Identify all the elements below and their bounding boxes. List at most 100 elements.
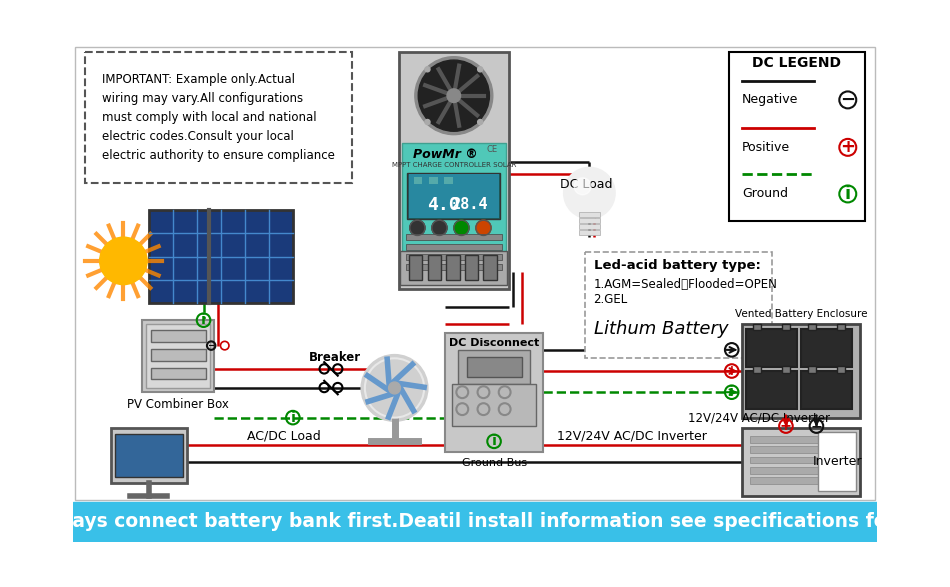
Circle shape [478, 120, 483, 124]
Circle shape [389, 382, 401, 394]
Circle shape [425, 120, 430, 124]
Text: AC/DC Load: AC/DC Load [248, 430, 321, 443]
Bar [406, 234, 503, 239]
Bar [150, 349, 205, 361]
Text: i: i [845, 185, 851, 203]
Bar [580, 218, 599, 222]
Bar [580, 230, 599, 235]
Text: Positive: Positive [742, 141, 790, 154]
Bar [115, 434, 182, 477]
Bar [837, 323, 846, 330]
Circle shape [447, 89, 461, 103]
Text: Lithum Battery: Lithum Battery [594, 320, 728, 338]
Bar [406, 254, 503, 260]
Bar [484, 255, 497, 281]
Text: Ground Bus: Ground Bus [462, 457, 526, 467]
Circle shape [454, 220, 469, 235]
Circle shape [564, 168, 615, 218]
Circle shape [425, 67, 430, 72]
Circle shape [418, 60, 489, 131]
Bar [429, 177, 438, 184]
Bar [837, 366, 846, 373]
Text: MPPT CHARGE CONTROLLER SOLAR: MPPT CHARGE CONTROLLER SOLAR [391, 162, 516, 168]
Circle shape [415, 57, 493, 134]
Text: Always connect battery bank first.Deatil install information see specifications : Always connect battery bank first.Deatil… [34, 512, 916, 531]
Text: i: i [491, 434, 497, 448]
Bar [753, 323, 761, 330]
Bar [801, 329, 852, 367]
Bar [402, 143, 505, 281]
Text: +: + [780, 419, 792, 433]
Text: DC Disconnect: DC Disconnect [449, 338, 540, 348]
Text: +: + [841, 139, 855, 156]
Text: −: − [207, 341, 215, 350]
Bar [408, 173, 501, 220]
Circle shape [361, 355, 428, 421]
Bar [146, 325, 210, 388]
Bar [746, 329, 797, 367]
Bar [742, 325, 861, 417]
Bar [580, 224, 599, 229]
Bar [808, 323, 816, 330]
Circle shape [432, 220, 447, 235]
Bar [808, 366, 816, 373]
Bar [111, 428, 187, 483]
Bar [149, 210, 293, 303]
Bar [406, 264, 503, 270]
Text: Negative: Negative [742, 93, 798, 106]
Bar [750, 436, 823, 443]
Text: IMPORTANT: Example only.Actual
wiring may vary.All configurations
must comply wi: IMPORTANT: Example only.Actual wiring ma… [103, 73, 335, 162]
Bar [72, 502, 878, 542]
Bar [730, 52, 864, 221]
Circle shape [574, 178, 591, 195]
Text: 2.GEL: 2.GEL [594, 292, 628, 305]
Bar [445, 177, 453, 184]
Text: −: − [810, 419, 823, 433]
Bar [465, 255, 479, 281]
Text: Inverter: Inverter [813, 455, 863, 468]
Text: −: − [840, 91, 855, 109]
Bar [406, 244, 503, 250]
Bar [428, 255, 441, 281]
Bar [753, 366, 761, 373]
Bar [750, 477, 823, 484]
Text: Vented Battery Enclosure: Vented Battery Enclosure [735, 309, 867, 319]
Bar [142, 320, 214, 392]
Text: i: i [730, 385, 734, 399]
Text: i: i [201, 313, 206, 327]
Bar [818, 432, 856, 491]
Bar [801, 371, 852, 409]
Bar [150, 330, 205, 342]
Text: 12V/24V AC/DC Inverter: 12V/24V AC/DC Inverter [557, 430, 707, 443]
Bar [408, 255, 423, 281]
Bar [742, 428, 861, 495]
Text: 4.0: 4.0 [428, 196, 460, 214]
Text: PV Combiner Box: PV Combiner Box [127, 397, 229, 410]
Bar [580, 212, 599, 217]
Bar [401, 251, 507, 285]
Bar [750, 447, 823, 453]
Bar [414, 177, 423, 184]
Bar [446, 255, 460, 281]
Bar [750, 467, 823, 474]
Text: DC LEGEND: DC LEGEND [752, 56, 842, 70]
Text: 28.4: 28.4 [451, 197, 487, 212]
Bar [782, 366, 790, 373]
Text: DC Load: DC Load [560, 178, 612, 191]
Text: +: + [726, 364, 738, 378]
Bar [750, 457, 823, 463]
FancyBboxPatch shape [585, 252, 771, 358]
Bar [408, 174, 499, 218]
Text: 1.AGM=Sealed、Flooded=OPEN: 1.AGM=Sealed、Flooded=OPEN [594, 278, 777, 291]
Bar [452, 384, 536, 426]
Circle shape [478, 67, 483, 72]
Text: Led-acid battery type:: Led-acid battery type: [594, 259, 761, 272]
Circle shape [409, 220, 425, 235]
Text: PowMr ®: PowMr ® [413, 149, 478, 161]
Text: Breaker: Breaker [309, 350, 361, 363]
Circle shape [476, 220, 491, 235]
Bar [446, 333, 542, 451]
Circle shape [100, 237, 147, 285]
Text: i: i [291, 411, 295, 424]
Text: CE: CE [486, 146, 498, 154]
